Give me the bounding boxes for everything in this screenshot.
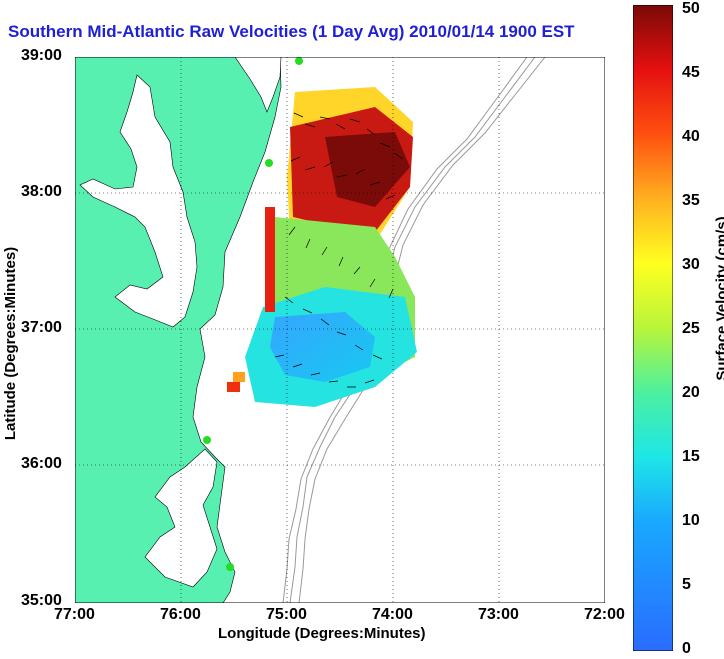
colorbar-tick: 30 bbox=[682, 256, 700, 273]
grid bbox=[75, 57, 605, 603]
colorbar-tick: 25 bbox=[682, 320, 700, 337]
station-marker bbox=[295, 57, 303, 65]
x-tick: 75:00 bbox=[266, 606, 307, 623]
colorbar-tick: 15 bbox=[682, 448, 700, 465]
x-tick: 72:00 bbox=[584, 606, 625, 623]
y-tick: 38:00 bbox=[21, 183, 62, 200]
colorbar-tick: 45 bbox=[682, 64, 700, 81]
colorbar-tick: 20 bbox=[682, 384, 700, 401]
colorbar bbox=[633, 5, 673, 651]
map-title: Southern Mid-Atlantic Raw Velocities (1 … bbox=[8, 22, 575, 41]
x-tick: 73:00 bbox=[478, 606, 519, 623]
y-axis-label: Latitude (Degrees:Minutes) bbox=[2, 246, 20, 441]
station-marker bbox=[265, 159, 273, 167]
delaware-bay bbox=[234, 57, 282, 113]
station-marker bbox=[226, 563, 234, 571]
x-tick: 76:00 bbox=[160, 606, 201, 623]
y-tick: 39:00 bbox=[21, 47, 62, 64]
x-axis-label: Longitude (Degrees:Minutes) bbox=[218, 625, 426, 642]
velocity-field bbox=[227, 87, 417, 407]
colorbar-tick: 50 bbox=[682, 0, 700, 17]
colorbar-gradient bbox=[633, 5, 673, 651]
colorbar-tick: 10 bbox=[682, 512, 700, 529]
colorbar-tick: 0 bbox=[682, 640, 691, 657]
x-tick: 74:00 bbox=[372, 606, 413, 623]
map-plot bbox=[75, 57, 605, 603]
colorbar-tick: 5 bbox=[682, 576, 691, 593]
y-tick: 37:00 bbox=[21, 319, 62, 336]
colorbar-label: Surface Velocity (cm/s) bbox=[713, 216, 724, 381]
station-marker bbox=[203, 436, 211, 444]
y-tick: 35:00 bbox=[21, 592, 62, 609]
y-tick: 36:00 bbox=[21, 455, 62, 472]
x-tick: 77:00 bbox=[54, 606, 95, 623]
colorbar-tick: 35 bbox=[682, 192, 700, 209]
colorbar-tick: 40 bbox=[682, 128, 700, 145]
chesapeake-bay bbox=[79, 74, 198, 328]
